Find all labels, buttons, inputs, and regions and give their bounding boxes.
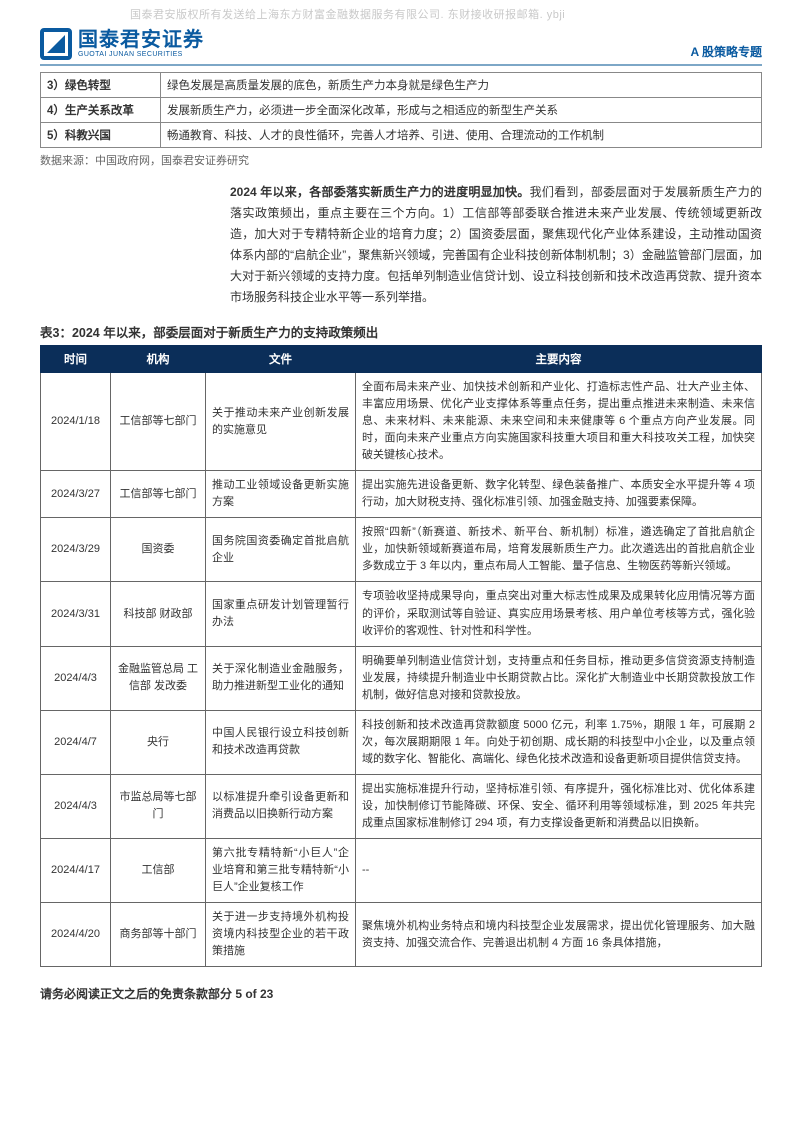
policy-row: 2024/4/7央行中国人民银行设立科技创新和技术改造再贷款科技创新和技术改造再… [41,710,762,774]
policy-cell-doc: 第六批专精特新“小巨人”企业培育和第三批专精特新“小巨人”企业复核工作 [206,839,356,903]
policy-cell-content: 科技创新和技术改造再贷款额度 5000 亿元，利率 1.75%，期限 1 年，可… [356,710,762,774]
policy-cell-content: -- [356,839,762,903]
policy-cell-time: 2024/1/18 [41,373,111,471]
policy-row: 2024/3/29国资委国务院国资委确定首批启航企业按照“四新”（新赛道、新技术… [41,518,762,582]
policy-col-header: 时间 [41,346,111,373]
summary-table: 3）绿色转型绿色发展是高质量发展的底色，新质生产力本身就是绿色生产力4）生产关系… [40,72,762,148]
policy-cell-time: 2024/4/17 [41,839,111,903]
policy-cell-org: 商务部等十部门 [111,903,206,967]
policy-cell-doc: 关于推动未来产业创新发展的实施意见 [206,373,356,471]
policy-cell-time: 2024/4/7 [41,710,111,774]
policy-row: 2024/4/17工信部第六批专精特新“小巨人”企业培育和第三批专精特新“小巨人… [41,839,762,903]
policy-row: 2024/1/18工信部等七部门关于推动未来产业创新发展的实施意见全面布局未来产… [41,373,762,471]
page-footer: 请务必阅读正文之后的免责条款部分 5 of 23 [40,985,762,1002]
policy-cell-org: 金融监管总局 工信部 发改委 [111,646,206,710]
policy-cell-time: 2024/4/20 [41,903,111,967]
policy-cell-time: 2024/4/3 [41,646,111,710]
policy-cell-doc: 国家重点研发计划管理暂行办法 [206,582,356,646]
watermark-text: 国泰君安版权所有发送给上海东方财富金融数据服务有限公司. 东财接收研报邮箱. y… [130,6,792,22]
policy-cell-content: 聚焦境外机构业务特点和境内科技型企业发展需求，提出优化管理服务、加大融资支持、加… [356,903,762,967]
policy-cell-content: 提出实施标准提升行动，坚持标准引领、有序提升，强化标准比对、优化体系建设，加快制… [356,774,762,838]
policy-row: 2024/4/3金融监管总局 工信部 发改委关于深化制造业金融服务，助力推进新型… [41,646,762,710]
doc-category: A 股策略专题 [690,43,762,60]
summary-value: 发展新质生产力，必须进一步全面深化改革，形成与之相适应的新型生产关系 [161,98,762,123]
logo-cn: 国泰君安证券 [78,29,204,51]
policy-cell-doc: 关于进一步支持境外机构投资境内科技型企业的若干政策措施 [206,903,356,967]
policy-cell-time: 2024/3/27 [41,471,111,518]
policy-row: 2024/3/27工信部等七部门推动工业领域设备更新实施方案提出实施先进设备更新… [41,471,762,518]
policy-cell-org: 工信部等七部门 [111,471,206,518]
policy-col-header: 文件 [206,346,356,373]
policy-cell-org: 工信部 [111,839,206,903]
policy-cell-content: 按照“四新”（新赛道、新技术、新平台、新机制）标准，遴选确定了首批启航企业，加快… [356,518,762,582]
policy-row: 2024/4/20商务部等十部门关于进一步支持境外机构投资境内科技型企业的若干政… [41,903,762,967]
policy-cell-org: 市监总局等七部门 [111,774,206,838]
policy-cell-org: 央行 [111,710,206,774]
policy-cell-org: 科技部 财政部 [111,582,206,646]
policy-cell-time: 2024/3/29 [41,518,111,582]
summary-row: 3）绿色转型绿色发展是高质量发展的底色，新质生产力本身就是绿色生产力 [41,73,762,98]
summary-key: 3）绿色转型 [41,73,161,98]
page-header: 国泰君安证券 GUOTAI JUNAN SECURITIES A 股策略专题 [40,28,762,66]
summary-value: 畅通教育、科技、人才的良性循环，完善人才培养、引进、使用、合理流动的工作机制 [161,123,762,148]
policy-row: 2024/4/3市监总局等七部门以标准提升牵引设备更新和消费品以旧换新行动方案提… [41,774,762,838]
policy-cell-content: 专项验收坚持成果导向，重点突出对重大标志性成果及成果转化应用情况等方面的评价，采… [356,582,762,646]
policy-cell-org: 工信部等七部门 [111,373,206,471]
data-source: 数据来源：中国政府网，国泰君安证券研究 [40,152,762,168]
policy-cell-content: 全面布局未来产业、加快技术创新和产业化、打造标志性产品、壮大产业主体、丰富应用场… [356,373,762,471]
logo-en: GUOTAI JUNAN SECURITIES [78,51,204,59]
policy-cell-doc: 推动工业领域设备更新实施方案 [206,471,356,518]
policy-table: 时间机构文件主要内容 2024/1/18工信部等七部门关于推动未来产业创新发展的… [40,345,762,967]
summary-row: 5）科教兴国畅通教育、科技、人才的良性循环，完善人才培养、引进、使用、合理流动的… [41,123,762,148]
body-paragraph: 2024 年以来，各部委落实新质生产力的进度明显加快。我们看到，部委层面对于发展… [230,182,762,308]
summary-value: 绿色发展是高质量发展的底色，新质生产力本身就是绿色生产力 [161,73,762,98]
summary-row: 4）生产关系改革发展新质生产力，必须进一步全面深化改革，形成与之相适应的新型生产… [41,98,762,123]
logo: 国泰君安证券 GUOTAI JUNAN SECURITIES [40,28,204,60]
policy-cell-content: 提出实施先进设备更新、数字化转型、绿色装备推广、本质安全水平提升等 4 项行动，… [356,471,762,518]
policy-cell-doc: 中国人民银行设立科技创新和技术改造再贷款 [206,710,356,774]
logo-icon [40,28,72,60]
policy-cell-org: 国资委 [111,518,206,582]
policy-cell-content: 明确要单列制造业信贷计划，支持重点和任务目标，推动更多信贷资源支持制造业发展，持… [356,646,762,710]
policy-cell-time: 2024/4/3 [41,774,111,838]
policy-col-header: 机构 [111,346,206,373]
policy-cell-time: 2024/3/31 [41,582,111,646]
policy-cell-doc: 关于深化制造业金融服务，助力推进新型工业化的通知 [206,646,356,710]
table-caption: 表3：2024 年以来，部委层面对于新质生产力的支持政策频出 [40,322,762,341]
summary-key: 5）科教兴国 [41,123,161,148]
policy-cell-doc: 以标准提升牵引设备更新和消费品以旧换新行动方案 [206,774,356,838]
policy-col-header: 主要内容 [356,346,762,373]
policy-row: 2024/3/31科技部 财政部国家重点研发计划管理暂行办法专项验收坚持成果导向… [41,582,762,646]
summary-key: 4）生产关系改革 [41,98,161,123]
policy-cell-doc: 国务院国资委确定首批启航企业 [206,518,356,582]
